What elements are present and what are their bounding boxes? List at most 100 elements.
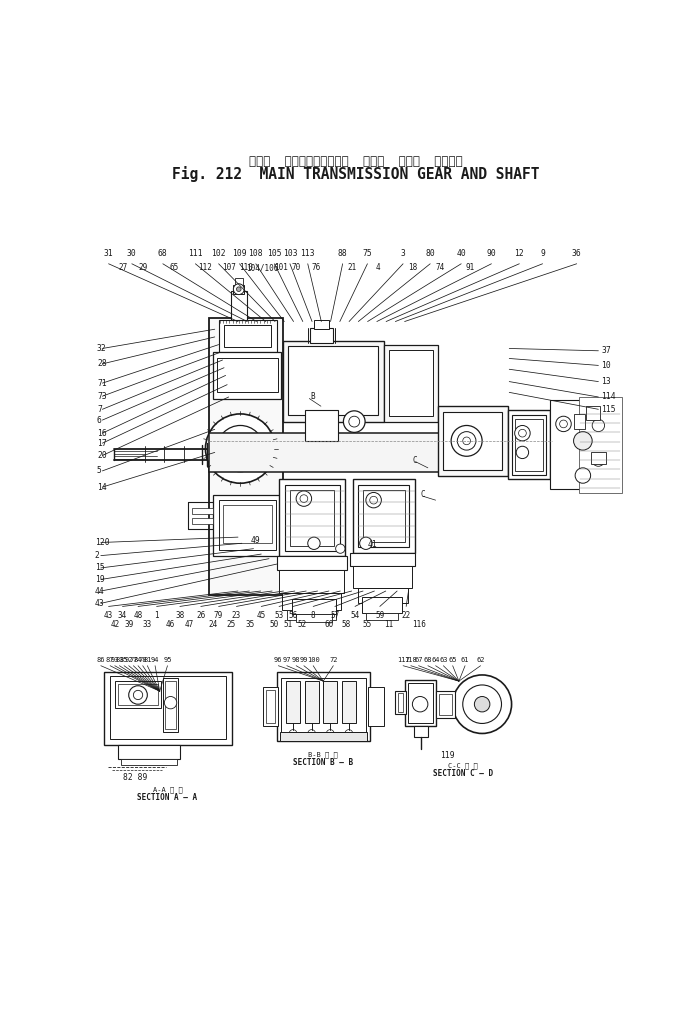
Bar <box>404 679 436 726</box>
Text: 101: 101 <box>274 263 288 272</box>
Text: SECTION C – D: SECTION C – D <box>433 769 493 778</box>
Bar <box>290 490 334 546</box>
Bar <box>436 692 455 718</box>
Text: メイン  トランスミッション  ギヤー  および  シャフト: メイン トランスミッション ギヤー および シャフト <box>249 155 463 168</box>
Text: 18: 18 <box>408 263 417 272</box>
Text: 49: 49 <box>251 537 261 546</box>
Bar <box>358 484 409 547</box>
Bar <box>287 611 336 620</box>
Text: 13: 13 <box>601 377 611 386</box>
Bar <box>288 346 378 416</box>
Bar <box>408 682 432 723</box>
Circle shape <box>308 730 316 737</box>
Text: 114: 114 <box>601 392 616 401</box>
Bar <box>284 484 340 551</box>
Bar <box>209 433 550 472</box>
Bar <box>286 681 300 724</box>
Text: 84: 84 <box>133 656 142 662</box>
Text: 42: 42 <box>110 621 120 629</box>
Text: SECTION A – A: SECTION A – A <box>138 793 197 802</box>
Text: 9: 9 <box>540 250 545 259</box>
Text: 98: 98 <box>292 656 300 662</box>
Text: 32: 32 <box>97 344 107 353</box>
Circle shape <box>516 446 529 459</box>
Text: 108: 108 <box>249 250 263 259</box>
Text: 27: 27 <box>119 263 128 272</box>
Text: 35: 35 <box>245 621 254 629</box>
Bar <box>512 415 546 475</box>
Text: 44: 44 <box>95 586 104 595</box>
Circle shape <box>573 432 592 450</box>
Text: 19: 19 <box>95 575 104 584</box>
Circle shape <box>559 421 567 428</box>
Bar <box>550 400 603 488</box>
Text: 37: 37 <box>601 347 611 355</box>
Bar <box>279 570 344 593</box>
Text: 76: 76 <box>311 263 321 272</box>
Text: 34: 34 <box>118 611 127 620</box>
Bar <box>579 397 621 493</box>
Text: 97: 97 <box>283 656 291 662</box>
Text: 22: 22 <box>402 611 411 620</box>
Text: 77: 77 <box>129 656 138 662</box>
Text: 11: 11 <box>384 621 394 629</box>
Bar <box>305 410 338 441</box>
Text: 61: 61 <box>461 656 469 662</box>
Bar <box>213 494 281 556</box>
Text: 53: 53 <box>275 611 284 620</box>
Circle shape <box>129 685 147 705</box>
Text: 65: 65 <box>169 263 179 272</box>
Text: 92: 92 <box>124 656 133 662</box>
Circle shape <box>451 426 482 456</box>
Text: 94: 94 <box>151 656 159 662</box>
Text: 7: 7 <box>97 404 102 413</box>
Text: 10: 10 <box>601 361 611 370</box>
Text: 68: 68 <box>424 656 432 662</box>
Circle shape <box>518 430 526 437</box>
Bar <box>398 694 403 712</box>
Bar <box>296 614 332 622</box>
Text: 31: 31 <box>104 250 113 259</box>
Circle shape <box>345 730 352 737</box>
Text: 17: 17 <box>97 439 107 448</box>
Text: 52: 52 <box>297 621 307 629</box>
Bar <box>283 341 384 422</box>
Bar <box>121 759 177 765</box>
Text: B-B 方 ア: B-B 方 ア <box>309 752 338 758</box>
Text: 104/106: 104/106 <box>246 263 278 272</box>
Text: 73: 73 <box>97 391 107 400</box>
Text: 3: 3 <box>400 250 405 259</box>
Circle shape <box>234 284 244 294</box>
Bar <box>304 681 318 724</box>
Text: 116: 116 <box>411 621 425 629</box>
Text: 29: 29 <box>138 263 147 272</box>
Text: 55: 55 <box>363 621 372 629</box>
Bar <box>231 291 247 319</box>
Text: C-C 方 ゲ: C-C 方 ゲ <box>448 762 477 769</box>
Text: A-A 方 ア: A-A 方 ア <box>153 787 182 793</box>
Circle shape <box>366 492 382 508</box>
Circle shape <box>318 423 325 429</box>
Bar <box>222 504 272 543</box>
Bar <box>591 452 606 464</box>
Bar <box>310 328 334 343</box>
Text: 105: 105 <box>267 250 281 259</box>
Bar <box>323 681 337 724</box>
Text: 1: 1 <box>154 611 159 620</box>
Circle shape <box>236 287 241 291</box>
Bar <box>363 490 404 542</box>
Bar <box>277 556 347 570</box>
Circle shape <box>327 730 334 737</box>
Circle shape <box>343 410 365 433</box>
Bar <box>279 479 345 556</box>
Text: 81: 81 <box>143 656 152 662</box>
Bar <box>209 317 283 594</box>
Bar <box>366 613 398 621</box>
Circle shape <box>308 411 336 440</box>
Bar <box>281 678 366 733</box>
Text: 86: 86 <box>97 656 105 662</box>
Bar <box>104 672 232 745</box>
Text: 87: 87 <box>106 656 115 662</box>
Text: 113: 113 <box>300 250 315 259</box>
Bar <box>358 588 408 604</box>
